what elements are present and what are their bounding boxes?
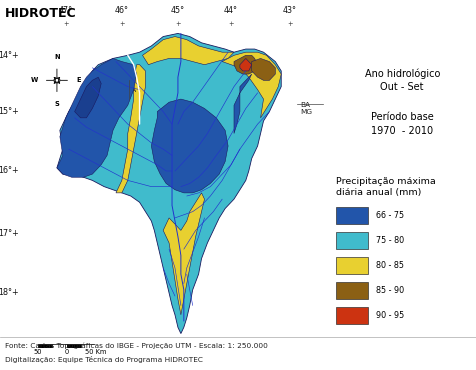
Polygon shape xyxy=(57,33,281,334)
Text: N: N xyxy=(54,54,60,60)
Text: Período base
1970  - 2010: Período base 1970 - 2010 xyxy=(371,112,434,136)
Polygon shape xyxy=(234,74,252,134)
Bar xyxy=(38,344,52,348)
Text: GO  BA: GO BA xyxy=(110,87,137,93)
Text: 14°+: 14°+ xyxy=(0,51,19,60)
Text: 50: 50 xyxy=(34,349,42,355)
Text: Fonte: Cartas Topográficas do IBGE - Projeção UTM - Escala: 1: 250.000: Fonte: Cartas Topográficas do IBGE - Pro… xyxy=(5,342,268,349)
Text: 17°+: 17°+ xyxy=(0,229,19,238)
Text: BA
MG: BA MG xyxy=(300,102,312,115)
Bar xyxy=(336,207,368,224)
Text: 75 - 80: 75 - 80 xyxy=(376,236,404,245)
Bar xyxy=(81,344,95,348)
Text: 47°: 47° xyxy=(59,6,73,15)
Text: 43°: 43° xyxy=(283,6,297,15)
Text: W: W xyxy=(31,77,39,83)
Polygon shape xyxy=(75,77,101,118)
Polygon shape xyxy=(240,58,252,71)
Text: 16°+: 16°+ xyxy=(0,166,19,175)
Bar xyxy=(336,282,368,299)
Text: HIDROTEC: HIDROTEC xyxy=(5,7,76,20)
Text: +: + xyxy=(228,21,234,27)
Text: +: + xyxy=(63,21,69,27)
Text: 80 - 85: 80 - 85 xyxy=(376,261,404,270)
Bar xyxy=(336,307,368,324)
Text: 45°: 45° xyxy=(171,6,185,15)
Polygon shape xyxy=(252,58,275,80)
Polygon shape xyxy=(142,37,234,65)
Bar xyxy=(67,344,81,348)
Text: 18°+: 18°+ xyxy=(0,289,19,297)
Polygon shape xyxy=(151,99,228,193)
Text: S: S xyxy=(55,101,60,107)
Polygon shape xyxy=(234,55,258,74)
Text: 50 Km: 50 Km xyxy=(85,349,106,355)
Bar xyxy=(52,344,67,348)
Text: 66 - 75: 66 - 75 xyxy=(376,211,404,220)
Text: Precipitação máxima
diária anual (mm): Precipitação máxima diária anual (mm) xyxy=(336,176,436,197)
Text: +: + xyxy=(288,21,293,27)
Text: 44°: 44° xyxy=(224,6,238,15)
Text: Digitalização: Equipe Técnica do Programa HIDROTEC: Digitalização: Equipe Técnica do Program… xyxy=(5,356,203,363)
Text: 15°+: 15°+ xyxy=(0,107,19,116)
Bar xyxy=(336,232,368,249)
Text: 0: 0 xyxy=(65,349,69,355)
Text: 85 - 90: 85 - 90 xyxy=(376,286,404,295)
Polygon shape xyxy=(57,58,137,177)
Text: Ano hidrológico
Out - Set: Ano hidrológico Out - Set xyxy=(365,68,440,92)
Text: 90 - 95: 90 - 95 xyxy=(376,311,404,320)
Text: 46°: 46° xyxy=(115,6,129,15)
Polygon shape xyxy=(222,52,281,118)
Bar xyxy=(336,257,368,274)
Text: +: + xyxy=(119,21,125,27)
Polygon shape xyxy=(116,65,146,193)
Polygon shape xyxy=(163,193,205,315)
Text: +: + xyxy=(175,21,181,27)
Text: E: E xyxy=(77,77,81,83)
